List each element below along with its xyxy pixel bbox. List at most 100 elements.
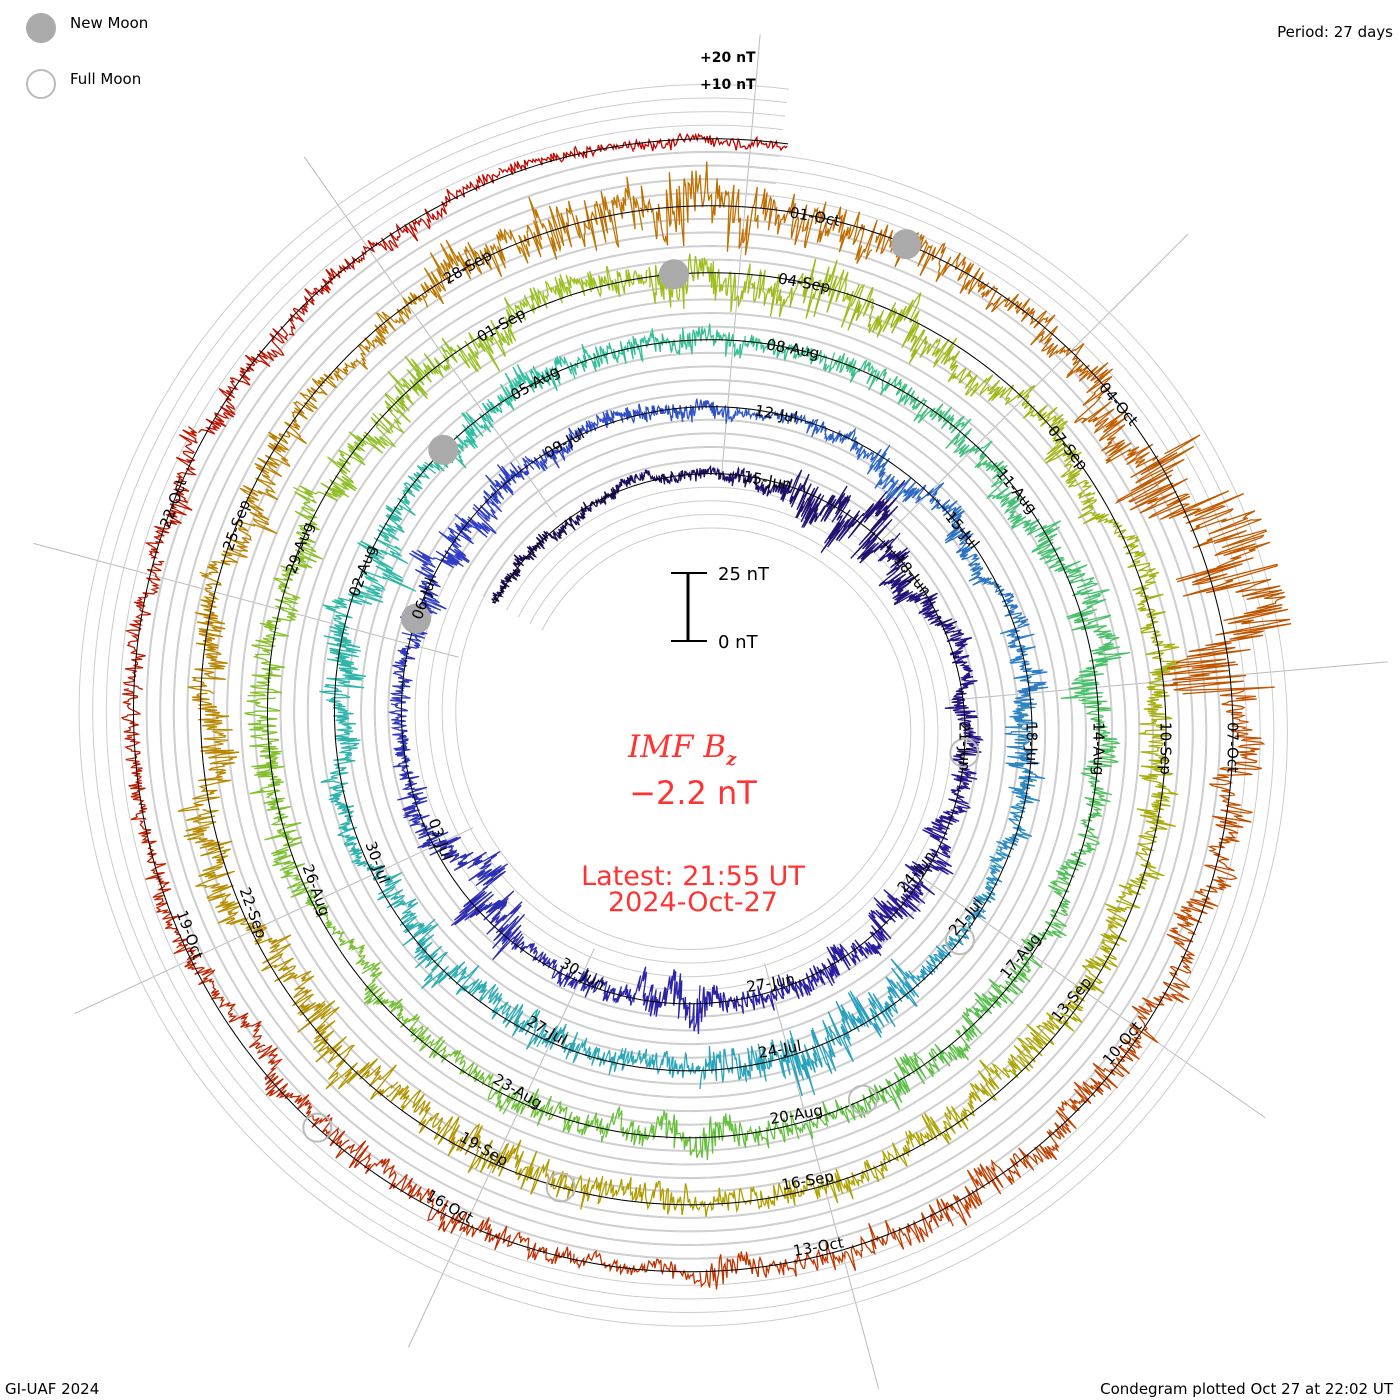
bz-trace-day xyxy=(1066,362,1159,469)
scale-bar-bottom-label: 0 nT xyxy=(718,632,759,653)
bz-trace-day xyxy=(615,469,672,494)
bz-trace-day xyxy=(120,688,148,821)
grid-level-line xyxy=(92,97,1275,1314)
bz-trace-day xyxy=(187,571,228,695)
date-label: 10-Sep xyxy=(1156,722,1174,775)
latest-time: Latest: 21:55 UT xyxy=(581,861,805,892)
bz-trace-day xyxy=(523,176,644,260)
bz-trace-day xyxy=(845,958,920,1038)
bz-trace-day xyxy=(402,918,483,996)
bz-trace-day xyxy=(536,1023,624,1075)
bz-trace-day xyxy=(256,1044,350,1150)
bz-trace-day xyxy=(569,328,657,379)
grid-level-line xyxy=(105,111,1261,1300)
bz-trace-day xyxy=(177,692,240,813)
bz-trace-day xyxy=(544,265,648,304)
bz-trace-day xyxy=(875,224,990,295)
bz-trace-day xyxy=(1004,701,1046,782)
bz-trace-day xyxy=(820,479,906,564)
bz-trace-day xyxy=(287,237,388,336)
bz-trace-day xyxy=(397,771,439,840)
bz-trace-day xyxy=(974,454,1040,532)
bz-trace-day xyxy=(932,337,1036,410)
zero-baseline-line xyxy=(133,138,1234,1273)
bz-trace-day xyxy=(699,1248,829,1290)
bz-trace-day xyxy=(328,785,369,867)
full-moon-marker xyxy=(847,1084,878,1115)
bz-trace-day xyxy=(183,809,246,925)
bz-trace-day xyxy=(883,1029,971,1111)
bz-trace-day xyxy=(1173,815,1252,935)
bz-trace-day xyxy=(335,1140,449,1232)
legend-new-moon-label: New Moon xyxy=(70,14,148,32)
bz-trace-day xyxy=(144,426,198,559)
zero-baseline xyxy=(133,138,1234,1273)
bz-trace-day xyxy=(654,323,746,359)
bz-trace-day xyxy=(1138,694,1179,803)
bz-trace-day xyxy=(205,466,279,575)
bz-trace-day xyxy=(620,1048,701,1079)
date-label: 21-Jun xyxy=(955,722,973,771)
bz-trace-day xyxy=(847,283,950,365)
bz-trace-day xyxy=(1019,876,1072,969)
current-value: −2.2 nT xyxy=(629,774,757,812)
bz-trace-day xyxy=(931,768,978,830)
title-subscript: z xyxy=(725,749,737,770)
bz-trace-day xyxy=(699,1039,785,1090)
radial-grid-line xyxy=(949,661,1388,701)
full-moon-marker xyxy=(302,1112,333,1143)
bz-trace-day xyxy=(1209,689,1266,817)
bz-trace-day xyxy=(409,512,497,569)
bz-trace-day xyxy=(378,337,458,434)
bz-trace-day xyxy=(568,486,617,531)
moon-markers xyxy=(302,229,980,1203)
bz-trace-day xyxy=(420,228,531,308)
bz-trace-day xyxy=(909,395,993,458)
bz-trace-day xyxy=(866,444,945,505)
bz-trace-day xyxy=(670,464,729,484)
date-label: 15-Jul xyxy=(941,508,983,553)
bz-traces xyxy=(120,132,1292,1290)
bz-trace-day xyxy=(1055,791,1111,881)
radial-grid-line xyxy=(904,864,1266,1119)
bz-trace-day xyxy=(999,623,1049,704)
full-moon-marker xyxy=(949,737,980,768)
bz-trace-day xyxy=(996,779,1040,852)
bz-trace-day xyxy=(964,850,1011,926)
bz-trace-day xyxy=(944,706,985,769)
radial-grid-line xyxy=(764,963,880,1389)
bz-trace-day xyxy=(1114,434,1271,568)
bz-trace-day xyxy=(471,980,547,1050)
grid-level-line xyxy=(187,192,1180,1218)
bz-trace-day xyxy=(639,161,759,256)
grid-level-line xyxy=(119,124,1248,1286)
new-moon-marker xyxy=(891,229,922,260)
bz-trace-day xyxy=(586,1175,701,1216)
bz-trace-day xyxy=(940,1144,1059,1227)
radial-grid-line xyxy=(721,34,761,473)
latest-date: 2024-Oct-27 xyxy=(608,887,778,918)
bz-trace-day xyxy=(699,1111,800,1161)
bz-trace-day xyxy=(968,562,1029,627)
bz-trace-day xyxy=(230,917,321,1016)
bz-trace-day xyxy=(424,398,497,472)
grid-level-line xyxy=(146,151,1220,1259)
full-moon-marker xyxy=(545,1172,576,1203)
date-label: 22-Sep xyxy=(236,885,271,941)
new-moon-marker xyxy=(428,434,459,465)
level-label-10: +10 nT xyxy=(700,77,756,93)
date-label: 14-Aug xyxy=(1089,722,1107,775)
bz-trace-day xyxy=(949,643,978,708)
bz-trace-day xyxy=(699,984,767,1022)
bz-trace-day xyxy=(1129,927,1195,1049)
bz-trace-day xyxy=(877,532,928,606)
bz-trace-day xyxy=(1078,699,1121,796)
bz-trace-day xyxy=(122,560,165,691)
date-label: 02-Aug xyxy=(345,543,380,599)
title-main: IMF B xyxy=(627,729,726,765)
title-imf: IMF Bz xyxy=(627,729,737,770)
bz-trace-day xyxy=(567,967,636,1006)
radial-grid-line xyxy=(33,542,459,658)
bz-trace-day xyxy=(750,258,860,328)
